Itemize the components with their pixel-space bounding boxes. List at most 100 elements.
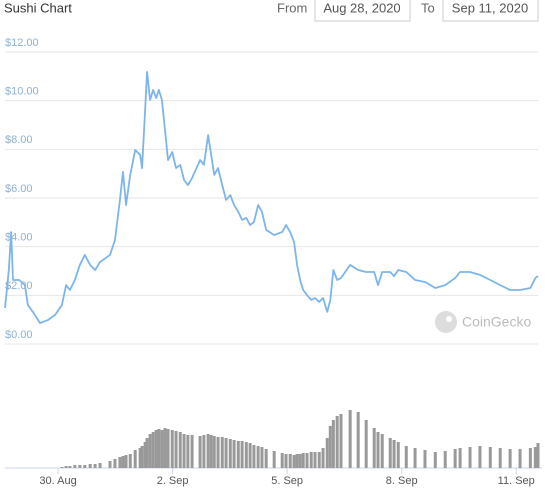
- y-tick-label: $2.00: [5, 280, 33, 292]
- volume-bar: [372, 428, 376, 468]
- volume-bar: [190, 435, 194, 468]
- volume-bar: [453, 449, 457, 468]
- volume-bar: [140, 446, 144, 468]
- y-tick-label: $4.00: [5, 232, 33, 244]
- price-line: [4, 71, 539, 324]
- volume-bar: [160, 430, 164, 468]
- volume-bar: [292, 455, 296, 468]
- volume-bar: [98, 463, 102, 468]
- watermark: CoinGecko: [462, 314, 531, 330]
- volume-bar: [533, 447, 537, 468]
- volume-bar: [170, 430, 174, 468]
- volume-bar: [236, 441, 240, 468]
- chart-title: Sushi Chart: [4, 0, 72, 15]
- volume-bar: [280, 453, 284, 468]
- volume-bar: [178, 432, 182, 468]
- volume-bar: [60, 467, 64, 468]
- volume-bar: [248, 443, 252, 468]
- to-label: To: [421, 0, 435, 15]
- volume-bar: [380, 434, 384, 468]
- to-value[interactable]: Sep 11, 2020: [452, 0, 528, 15]
- volume-bar: [288, 454, 292, 468]
- volume-bar: [508, 449, 512, 468]
- volume-bar: [186, 435, 190, 468]
- volume-bar: [488, 447, 492, 468]
- volume-bar: [113, 459, 117, 468]
- volume-bar: [295, 454, 299, 468]
- from-input[interactable]: [314, 0, 411, 22]
- volume-bar: [118, 457, 122, 468]
- volume-bar: [128, 454, 132, 468]
- volume-bar: [458, 448, 462, 468]
- volume-bar: [388, 438, 392, 468]
- volume-bar: [284, 454, 288, 468]
- volume-bar: [163, 428, 167, 468]
- y-tick-label: $12.00: [5, 37, 39, 49]
- x-tick-label: 2. Sep: [157, 475, 189, 487]
- volume-bar: [339, 414, 343, 468]
- volume-bar: [88, 464, 92, 468]
- volume-bar: [413, 448, 417, 468]
- volume-bar: [392, 440, 396, 468]
- volume-bar: [356, 412, 360, 468]
- y-tick-label: $10.00: [5, 86, 39, 98]
- volume-bar: [202, 435, 206, 468]
- volume-bar: [301, 453, 305, 468]
- x-tick-label: 30. Aug: [39, 475, 76, 487]
- volume-bar: [396, 442, 400, 468]
- volume-bar: [174, 431, 178, 468]
- volume-bar: [206, 434, 210, 468]
- volume-bar: [331, 420, 335, 468]
- volume-bar: [78, 465, 82, 468]
- volume-bar: [145, 438, 149, 468]
- volume-bar: [212, 436, 216, 468]
- volume-bar: [121, 456, 125, 468]
- volume-bar: [124, 455, 128, 468]
- from-value[interactable]: Aug 28, 2020: [323, 0, 400, 15]
- volume-bar: [298, 454, 302, 468]
- volume-bar: [68, 466, 72, 468]
- volume-bar: [232, 440, 236, 468]
- volume-bar: [73, 465, 77, 468]
- volume-bar: [216, 437, 220, 468]
- volume-bar: [64, 466, 68, 468]
- x-tick-label: 8. Sep: [386, 475, 418, 487]
- to-input[interactable]: [442, 0, 539, 22]
- volume-bar: [272, 451, 276, 468]
- from-label: From: [277, 0, 307, 15]
- volume-bar: [133, 450, 137, 468]
- volume-bar: [240, 441, 244, 468]
- volume-bar: [138, 448, 142, 468]
- volume-bar: [182, 434, 186, 468]
- x-tick-label: 11. Sep: [498, 475, 535, 487]
- volume-bar: [404, 446, 408, 468]
- volume-bar: [317, 452, 321, 468]
- volume-bar: [348, 410, 352, 468]
- volume-bar: [433, 452, 437, 468]
- volume-bar: [151, 432, 155, 468]
- y-tick-label: $0.00: [5, 329, 33, 341]
- volume-bar: [309, 452, 313, 468]
- volume-bar: [252, 445, 256, 468]
- volume-bar: [376, 432, 380, 468]
- volume-bar: [93, 464, 97, 468]
- x-tick-label: 5. Sep: [271, 475, 303, 487]
- watermark-logo-eye: [446, 316, 452, 322]
- volume-bar: [423, 450, 427, 468]
- volume-bar: [260, 447, 264, 468]
- volume-bar: [224, 438, 228, 468]
- volume-bar: [468, 447, 472, 468]
- volume-bar: [143, 442, 147, 468]
- volume-bar: [220, 437, 224, 468]
- volume-bar: [325, 438, 329, 468]
- volume-bar: [498, 448, 502, 468]
- volume-bar: [166, 429, 170, 468]
- volume-bar: [83, 465, 87, 468]
- volume-bar: [244, 442, 248, 468]
- volume-bar: [321, 448, 325, 468]
- volume-bar: [154, 430, 158, 468]
- volume-bar: [256, 446, 260, 468]
- volume-bar: [108, 461, 112, 468]
- volume-bar: [228, 439, 232, 468]
- volume-bar: [443, 451, 447, 468]
